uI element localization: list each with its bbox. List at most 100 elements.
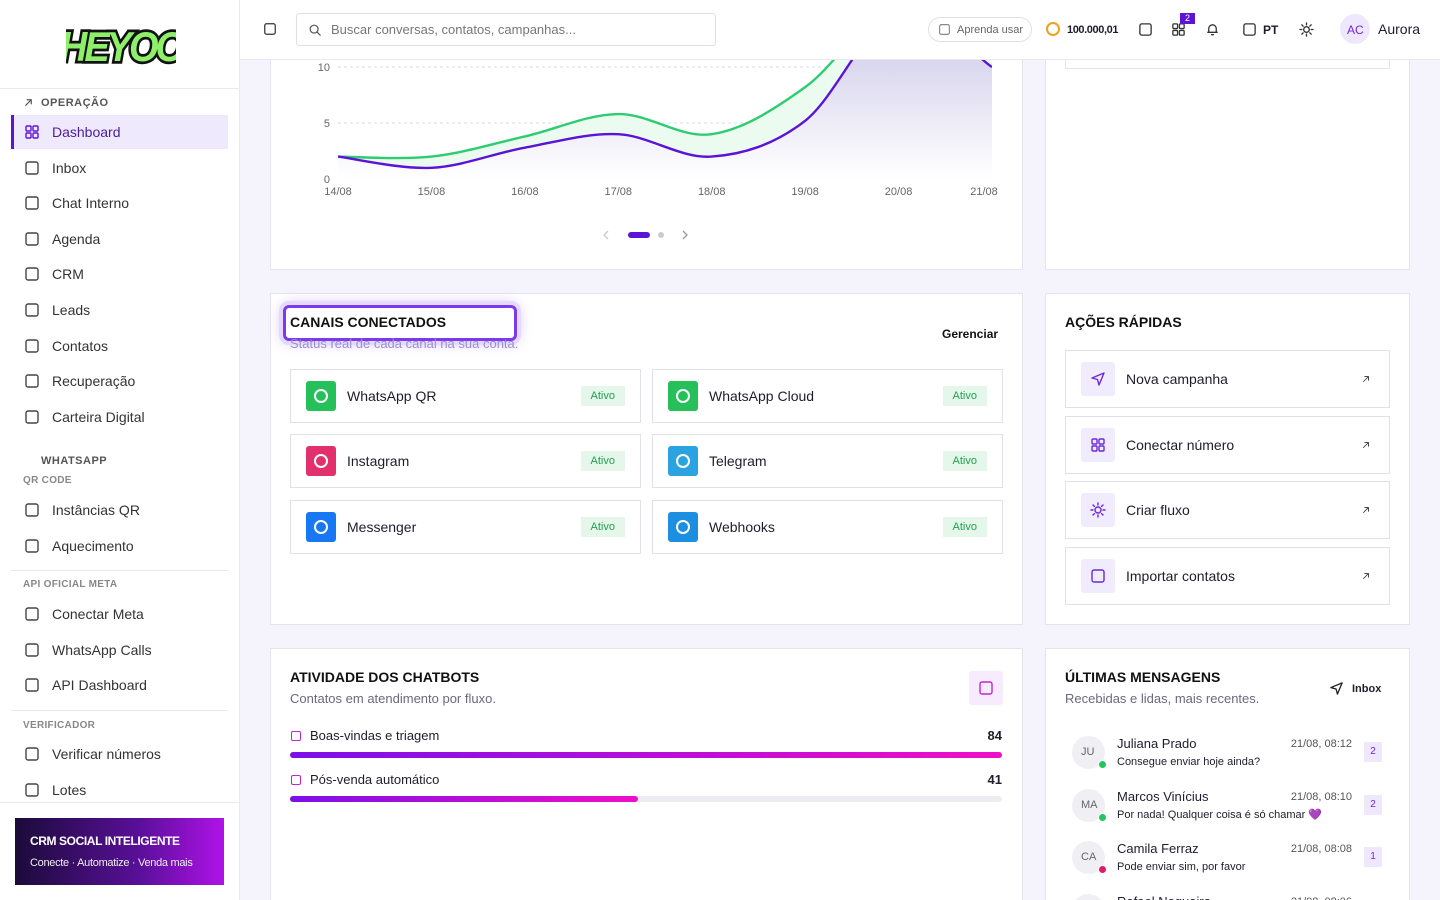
card-title: CANAIS CONECTADOS	[290, 314, 447, 330]
nav-section-title: OPERAÇÃO	[41, 97, 109, 109]
nav-item[interactable]: Agenda	[52, 230, 101, 247]
nav-divider	[11, 710, 228, 711]
nav-icon	[25, 160, 39, 175]
channel-name: Messenger	[347, 519, 417, 535]
icon-shape	[25, 607, 39, 621]
card-subtitle: Contatos em atendimento por fluxo.	[290, 691, 496, 706]
search-box[interactable]	[296, 13, 716, 46]
nav-item[interactable]: Lotes	[52, 781, 87, 798]
search-placeholder: Buscar conversas, contatos, campanhas...	[331, 22, 576, 37]
channel-status: Ativo	[942, 517, 987, 537]
channel-icon	[668, 512, 698, 542]
icon	[1363, 573, 1369, 579]
channel-glyph	[314, 389, 328, 403]
user-name[interactable]: Aurora	[1378, 21, 1421, 37]
message-time: 21/08, 08:12	[1290, 738, 1352, 750]
learn-pill[interactable]	[928, 17, 1032, 42]
icon-shape	[25, 338, 39, 353]
quick-action[interactable]	[1065, 481, 1390, 539]
quick-action[interactable]	[1065, 350, 1390, 408]
nav-section-title: WHATSAPP	[41, 455, 108, 467]
flow-value: 41	[987, 772, 1002, 787]
icon-shape	[1139, 23, 1152, 36]
nav-item[interactable]: Leads	[52, 302, 91, 318]
channel-status: Ativo	[580, 451, 625, 471]
icon-shape	[25, 642, 39, 657]
nav-item[interactable]: CRM	[52, 266, 84, 283]
icon-shape	[1091, 445, 1098, 452]
channel-status: Ativo	[942, 451, 987, 471]
nav-item[interactable]: Instâncias QR	[52, 502, 140, 518]
nav-subtitle: API OFICIAL META	[23, 579, 118, 590]
nav-item[interactable]: Inbox	[52, 159, 87, 176]
channel-row	[652, 434, 1003, 488]
nav-icon	[25, 267, 39, 282]
nav-item[interactable]: Recuperação	[52, 373, 136, 390]
message-text: Pode enviar sim, por favor	[1117, 861, 1246, 873]
y-tick-label: 0	[324, 174, 330, 186]
nav-item[interactable]: Verificar números	[52, 746, 161, 762]
icon-shape	[1172, 23, 1179, 30]
card-title: AÇÕES RÁPIDAS	[1065, 314, 1182, 330]
nav-active-bg	[11, 115, 228, 149]
icon-shape	[1091, 372, 1105, 386]
quick-action-label: Conectar número	[1126, 437, 1235, 453]
manage-link[interactable]: Gerenciar	[942, 327, 999, 341]
channel-icon	[306, 381, 336, 411]
channel-icon	[668, 446, 698, 476]
channels-card	[270, 293, 1023, 625]
channel-status: Ativo	[580, 386, 625, 406]
x-tick-label: 21/08	[970, 186, 998, 198]
icon	[1363, 376, 1369, 382]
channel-row	[290, 434, 641, 488]
user-initials: AC	[1347, 23, 1364, 37]
theme	[1299, 22, 1314, 37]
icon-shape	[1178, 29, 1185, 36]
tasks-badge: 2	[1180, 13, 1195, 24]
avatar-initials: MA	[1081, 798, 1098, 811]
icon-shape	[1098, 445, 1105, 452]
nav-item[interactable]: Contatos	[52, 337, 109, 354]
icon-shape	[25, 747, 39, 761]
quick-action-label: Importar contatos	[1126, 568, 1235, 584]
balance: 100.000,01	[1067, 24, 1119, 36]
quick-action[interactable]	[1065, 547, 1390, 605]
nav-icon	[25, 607, 39, 621]
icon	[1363, 507, 1369, 513]
icon-shape	[25, 303, 39, 317]
icon-shape	[25, 678, 39, 692]
nav-icon	[25, 642, 39, 657]
chevron	[25, 99, 32, 106]
channel-glyph	[314, 454, 328, 468]
icon-shape	[25, 538, 39, 553]
sidebar-toggle	[264, 23, 276, 35]
nav-item[interactable]: Conectar Meta	[52, 606, 144, 622]
icon-shape	[1363, 573, 1369, 579]
icon	[1330, 682, 1343, 695]
icon	[939, 24, 950, 35]
nav-item[interactable]: Chat Interno	[52, 195, 130, 212]
nav-item[interactable]: WhatsApp Calls	[52, 641, 152, 658]
inbox-link[interactable]: Inbox	[1352, 683, 1382, 695]
logo-divider	[0, 88, 239, 89]
channel-name: Telegram	[709, 453, 767, 469]
language[interactable]: PT	[1263, 23, 1279, 37]
icon	[309, 24, 321, 36]
channel-glyph	[314, 520, 328, 534]
quick-action[interactable]	[1065, 416, 1390, 474]
nav-item[interactable]: Dashboard	[52, 124, 121, 140]
flow-name: Pós-venda automático	[310, 772, 440, 787]
x-tick-label: 20/08	[885, 186, 913, 198]
messages-card	[1045, 648, 1410, 900]
message-time: 21/08, 08:08	[1290, 843, 1352, 855]
y-tick-label: 5	[324, 118, 330, 130]
nav-item[interactable]: Carteira Digital	[52, 408, 145, 425]
nav-item[interactable]: API Dashboard	[52, 677, 147, 694]
status-dot	[1098, 812, 1107, 822]
channel-row	[652, 369, 1003, 423]
nav-icon	[25, 410, 39, 424]
pager-dot	[658, 232, 664, 238]
nav-item[interactable]: Aquecimento	[52, 537, 134, 554]
x-tick-label: 17/08	[605, 186, 633, 198]
